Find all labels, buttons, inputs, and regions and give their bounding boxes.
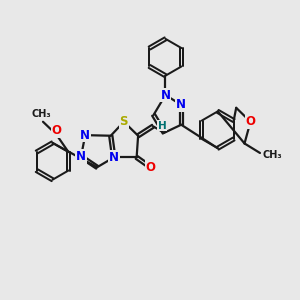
Text: H: H [158,121,166,130]
Text: O: O [146,161,156,174]
Text: N: N [160,88,170,101]
Text: CH₃: CH₃ [262,150,282,160]
Text: N: N [76,150,86,163]
Text: CH₃: CH₃ [32,109,51,119]
Text: O: O [245,115,256,128]
Text: S: S [120,115,128,128]
Text: N: N [80,129,90,142]
Text: O: O [51,124,62,137]
Text: N: N [109,151,119,164]
Text: N: N [176,98,186,111]
